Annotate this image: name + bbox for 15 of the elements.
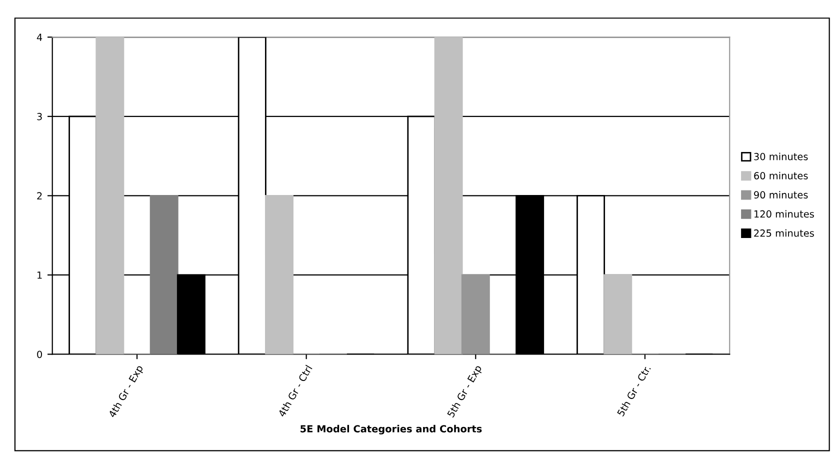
y-tick-label: 1	[38, 272, 42, 279]
y-tick-label: 4	[36, 34, 42, 41]
x-tick-label: 4th Gr - Ctrl	[278, 364, 312, 418]
x-tick-label: 5th Gr - Exp	[446, 364, 484, 419]
legend-label: 90 minutes	[754, 190, 808, 199]
x-tick-label: 4th Gr - Exp	[108, 364, 145, 419]
y-tick-label: 0	[37, 350, 42, 358]
legend-label: 225 minutes	[754, 229, 814, 237]
y-tick-label: 3	[37, 112, 42, 120]
y-tick-label: 2	[37, 192, 42, 200]
legend-label: 30 minutes	[754, 152, 808, 160]
x-tick-label: 5th Gr - Ctr.	[616, 364, 651, 417]
x-axis-title: 5E Model Categories and Cohorts	[300, 424, 482, 434]
legend-label: 120 minutes	[754, 210, 814, 218]
legend-label: 60 minutes	[754, 172, 808, 180]
